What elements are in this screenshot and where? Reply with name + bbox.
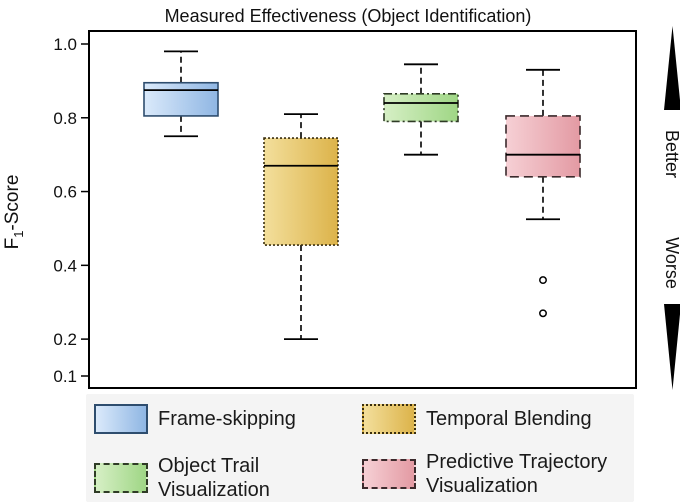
y-axis-label-main: F	[2, 238, 23, 250]
y-axis-label-rest: -Score	[2, 175, 23, 231]
legend-swatch-temporal-blending	[362, 404, 416, 434]
box-plot-chart: Measured Effectiveness (Object Identific…	[2, 6, 680, 390]
legend-item-predictive-trajectory: Predictive Trajectory Visualization	[362, 450, 636, 498]
iqr-box	[505, 115, 581, 178]
iqr-box	[143, 81, 219, 117]
box-series	[143, 50, 581, 341]
worse-label: Worse	[662, 237, 680, 289]
y-tick-label: 0.6	[53, 183, 77, 202]
y-axis: 1.0 0.8 0.6 0.4 0.2 0.1	[53, 35, 89, 386]
box-frame-skipping	[143, 50, 219, 138]
legend-label: Predictive Trajectory Visualization	[426, 451, 608, 497]
y-tick-label: 0.4	[53, 256, 77, 275]
y-axis-label-subscript: 1	[11, 231, 26, 238]
iqr-box	[263, 137, 339, 246]
box-predictive-trajectory-visualization	[505, 68, 581, 318]
chart-title: Measured Effectiveness (Object Identific…	[165, 6, 532, 26]
legend-label: Frame-skipping	[158, 408, 296, 430]
better-label: Better	[662, 130, 680, 178]
legend-item-frame-skipping: Frame-skipping	[94, 404, 296, 434]
legend-swatch-predictive-trajectory	[362, 459, 416, 489]
better-arrow-icon	[664, 26, 680, 110]
y-tick-label: 0.8	[53, 109, 77, 128]
y-tick-label: 0.1	[53, 367, 77, 386]
worse-arrow-icon	[664, 304, 680, 390]
outlier-point	[539, 309, 547, 318]
iqr-box	[383, 93, 459, 123]
box-temporal-blending	[263, 113, 339, 341]
legend-label: Object Trail Visualization	[158, 455, 270, 501]
y-tick-label: 0.2	[53, 330, 77, 349]
legend-label: Temporal Blending	[426, 408, 592, 430]
legend-item-temporal-blending: Temporal Blending	[362, 404, 592, 434]
outlier-point	[539, 276, 547, 285]
legend-item-object-trail: Object Trail Visualization	[94, 454, 308, 502]
legend: Frame-skipping Temporal Blending Object …	[86, 394, 634, 502]
y-axis-label: F1-Score	[2, 175, 26, 250]
y-tick-label: 1.0	[53, 35, 77, 54]
legend-swatch-frame-skipping	[94, 404, 148, 434]
box-object-trail-visualization	[383, 63, 459, 156]
legend-swatch-object-trail	[94, 463, 148, 493]
